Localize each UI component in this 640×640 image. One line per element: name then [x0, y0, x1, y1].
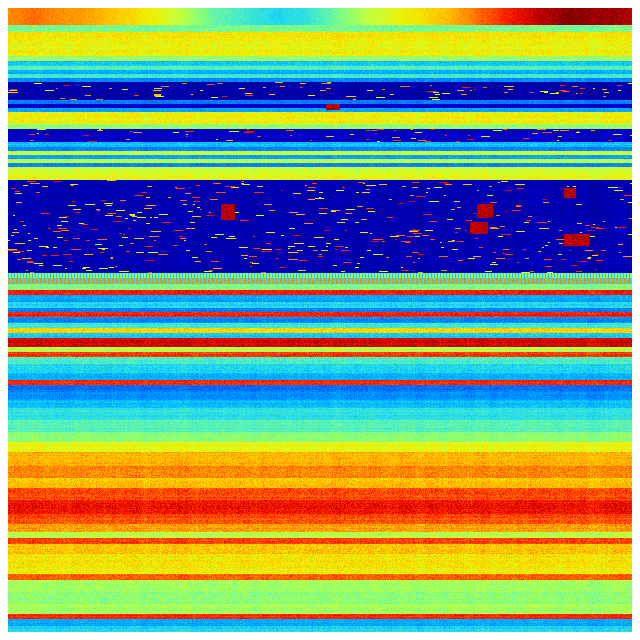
heatmap-raster: [8, 8, 632, 632]
heatmap-plot-area: [8, 8, 632, 632]
